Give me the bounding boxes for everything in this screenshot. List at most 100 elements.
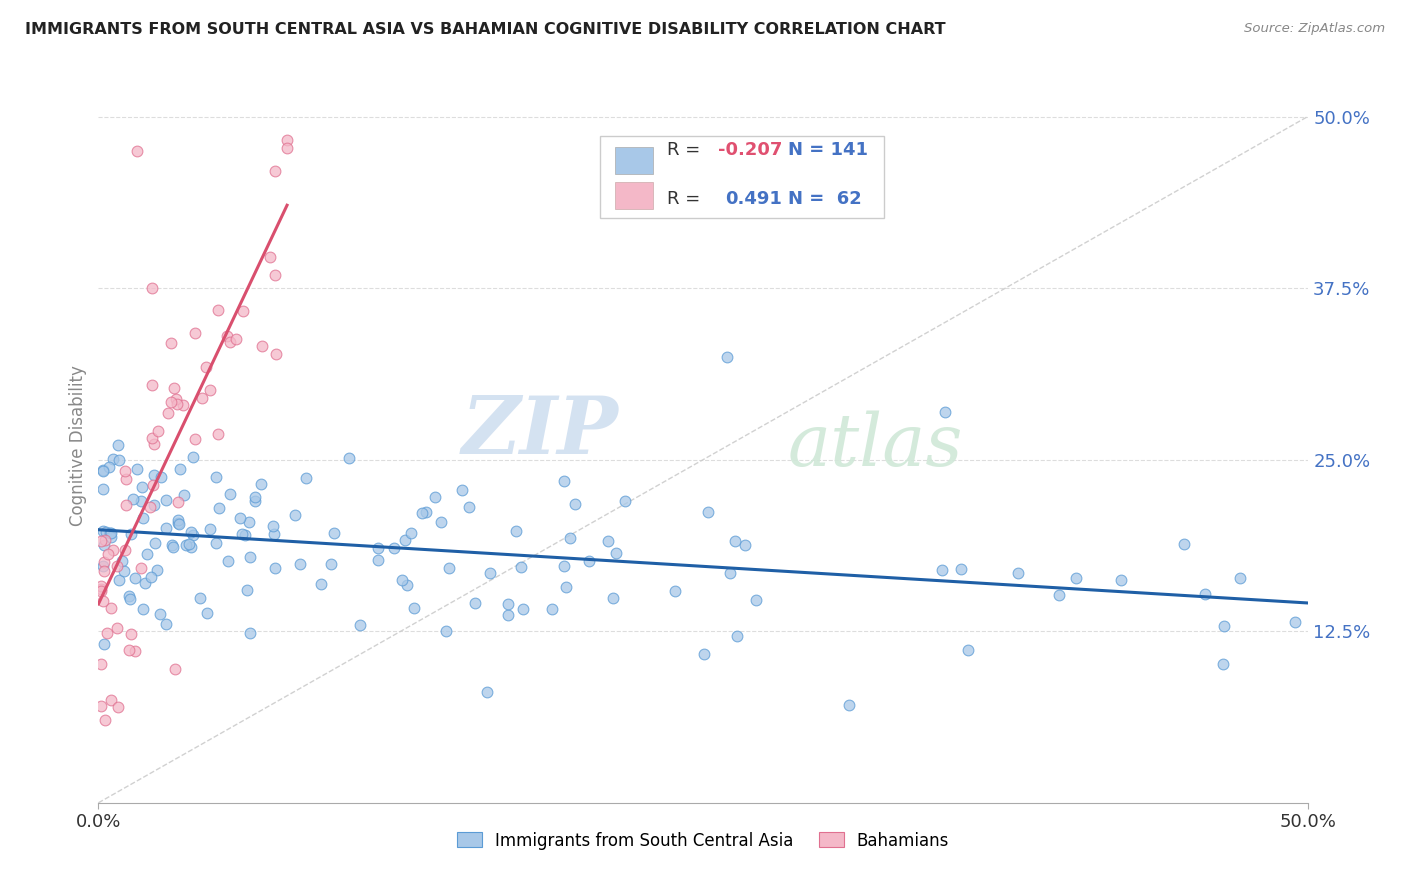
Point: [263, 561, 285, 575]
Point: [411, 506, 433, 520]
Point: [367, 553, 389, 567]
Point: [90, 533, 112, 548]
Point: [143, 467, 166, 482]
Point: [93, 637, 115, 651]
Point: [294, 471, 316, 485]
Point: [745, 592, 768, 607]
Point: [107, 438, 129, 452]
Point: [155, 617, 177, 632]
Point: [319, 557, 342, 571]
Point: [90, 582, 112, 596]
Point: [100, 526, 122, 541]
Legend: Immigrants from South Central Asia, Bahamians: Immigrants from South Central Asia, Baha…: [450, 825, 956, 856]
Point: [367, 541, 389, 555]
Point: [602, 591, 624, 605]
Point: [1047, 588, 1070, 602]
Text: ZIP: ZIP: [461, 393, 619, 470]
Point: [838, 698, 860, 713]
Point: [931, 563, 953, 577]
Point: [94, 533, 117, 547]
Point: [97, 547, 120, 561]
Point: [172, 398, 194, 412]
Point: [198, 522, 221, 536]
Point: [160, 336, 183, 351]
Point: [141, 281, 163, 295]
Point: [114, 542, 136, 557]
Point: [101, 543, 124, 558]
Point: [184, 326, 207, 340]
Text: IMMIGRANTS FROM SOUTH CENTRAL ASIA VS BAHAMIAN COGNITIVE DISABILITY CORRELATION : IMMIGRANTS FROM SOUTH CENTRAL ASIA VS BA…: [25, 22, 946, 37]
Point: [696, 505, 718, 519]
Point: [1229, 571, 1251, 585]
Text: N = 141: N = 141: [787, 141, 868, 160]
Point: [90, 579, 112, 593]
Point: [145, 562, 167, 576]
Point: [100, 530, 122, 544]
Point: [243, 494, 266, 508]
Point: [156, 406, 179, 420]
Point: [734, 538, 756, 552]
Point: [90, 657, 112, 671]
Point: [194, 359, 217, 374]
Point: [498, 608, 520, 623]
Point: [238, 516, 260, 530]
Point: [143, 536, 166, 550]
Point: [264, 164, 287, 178]
Point: [124, 571, 146, 585]
Point: [664, 584, 686, 599]
Point: [160, 394, 183, 409]
Point: [231, 526, 253, 541]
Text: R =: R =: [666, 141, 706, 160]
Point: [100, 601, 122, 615]
Point: [458, 500, 481, 515]
Point: [239, 549, 262, 564]
Point: [96, 625, 118, 640]
Point: [596, 533, 619, 548]
Text: Source: ZipAtlas.com: Source: ZipAtlas.com: [1244, 22, 1385, 36]
Point: [284, 508, 307, 523]
Y-axis label: Cognitive Disability: Cognitive Disability: [69, 366, 87, 526]
Point: [555, 580, 578, 594]
Point: [259, 250, 281, 264]
Point: [90, 584, 112, 599]
Point: [605, 546, 627, 560]
Point: [131, 480, 153, 494]
Point: [127, 144, 149, 158]
Point: [121, 626, 143, 640]
Point: [91, 464, 114, 478]
Point: [451, 483, 474, 498]
Point: [349, 618, 371, 632]
Point: [218, 335, 240, 350]
Point: [127, 462, 149, 476]
FancyBboxPatch shape: [614, 147, 654, 174]
Point: [264, 268, 287, 282]
Point: [614, 494, 637, 508]
Point: [173, 488, 195, 502]
Point: [243, 490, 266, 504]
FancyBboxPatch shape: [600, 136, 884, 218]
Point: [112, 564, 135, 578]
Point: [217, 553, 239, 567]
Point: [155, 521, 177, 535]
Text: 0.491: 0.491: [724, 190, 782, 208]
Point: [180, 540, 202, 554]
Point: [430, 515, 453, 529]
Point: [276, 133, 298, 147]
Point: [141, 378, 163, 392]
Point: [107, 699, 129, 714]
Point: [1064, 570, 1087, 584]
Point: [150, 470, 173, 484]
Point: [142, 498, 165, 512]
Point: [219, 487, 242, 501]
Point: [207, 303, 229, 318]
Point: [399, 526, 422, 541]
Point: [118, 643, 141, 657]
Point: [262, 518, 284, 533]
Point: [94, 524, 117, 539]
Point: [91, 483, 114, 497]
Point: [120, 527, 142, 541]
Point: [290, 558, 312, 572]
Point: [103, 451, 125, 466]
Point: [249, 477, 271, 491]
Point: [118, 589, 141, 603]
